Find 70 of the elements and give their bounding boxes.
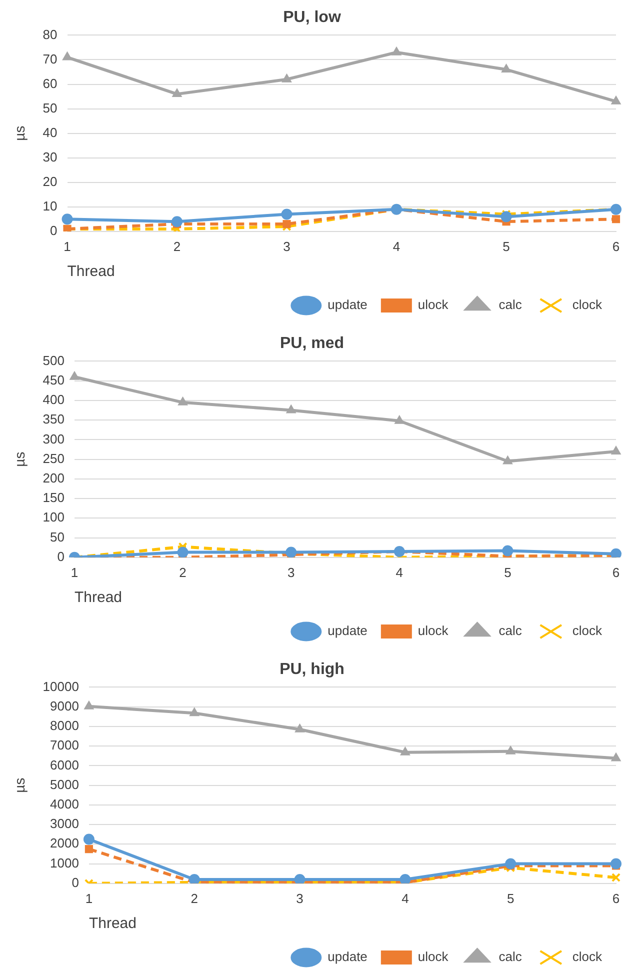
y-tick-label: 250 [42, 450, 64, 466]
y-axis-title: µs [11, 778, 28, 793]
y-tick-label: 450 [42, 372, 64, 388]
y-tick-label: 60 [42, 76, 58, 91]
y-tick-label: 40 [42, 124, 58, 140]
legend-label: clock [572, 623, 602, 638]
x-tick-label: 3 [283, 238, 290, 254]
y-tick-label: 400 [42, 392, 64, 408]
y-tick-label: 300 [42, 431, 64, 446]
x-tick-label: 1 [70, 564, 78, 580]
y-tick-label: 0 [72, 874, 79, 890]
x-tick-label: 5 [504, 564, 512, 580]
y-tick-label: 1000 [50, 855, 79, 870]
y-tick-label: 70 [42, 51, 58, 66]
x-tick-label: 2 [190, 890, 198, 906]
y-tick-label: 8000 [50, 718, 79, 734]
x-tick-label: 3 [287, 564, 295, 580]
legend-label: update [328, 949, 368, 964]
y-tick-label: 200 [42, 470, 64, 486]
x-tick-label: 2 [173, 238, 181, 254]
x-tick-label: 6 [612, 564, 620, 580]
x-tick-label: 6 [612, 238, 620, 254]
x-axis-title: Thread [88, 915, 136, 932]
y-tick-label: 6000 [50, 757, 79, 772]
y-tick-label: 2000 [50, 836, 79, 851]
x-tick-label: 1 [64, 238, 71, 254]
y-axis-title: µs [11, 452, 28, 467]
y-tick-label: 50 [42, 100, 58, 116]
y-axis-title: µs [11, 126, 28, 141]
legend-label: ulock [418, 623, 449, 638]
y-tick-label: 0 [57, 548, 64, 564]
x-tick-label: 2 [179, 564, 186, 580]
y-tick-label: 10000 [42, 678, 79, 694]
y-tick-label: 150 [42, 490, 64, 506]
legend-label: update [328, 623, 368, 638]
legend-label: update [328, 297, 368, 312]
y-tick-label: 80 [42, 26, 58, 42]
legend-label: calc [498, 623, 522, 638]
x-axis-title: Thread [74, 589, 122, 606]
chart-title: PU, low [283, 9, 342, 26]
legend-label: clock [572, 949, 602, 964]
y-tick-label: 20 [42, 174, 58, 189]
y-tick-label: 7000 [50, 738, 79, 753]
y-tick-label: 4000 [50, 796, 79, 812]
x-tick-label: 6 [612, 890, 620, 906]
y-tick-label: 350 [42, 412, 64, 427]
chart-title: PU, high [280, 661, 344, 678]
chart-title: PU, med [280, 335, 344, 352]
y-tick-label: 9000 [50, 698, 79, 714]
x-tick-label: 4 [396, 564, 404, 580]
legend-label: calc [498, 297, 522, 312]
x-tick-label: 1 [85, 890, 93, 906]
legend-label: clock [572, 297, 602, 312]
y-tick-label: 100 [42, 510, 64, 525]
x-tick-label: 3 [296, 890, 304, 906]
y-tick-label: 5000 [50, 776, 79, 792]
legend-label: ulock [418, 949, 449, 964]
x-tick-label: 4 [392, 238, 400, 254]
x-tick-label: 5 [506, 890, 514, 906]
legend-label: ulock [418, 297, 449, 312]
y-tick-label: 3000 [50, 816, 79, 832]
y-tick-label: 500 [42, 352, 64, 368]
y-tick-label: 30 [42, 149, 58, 164]
x-axis-title: Thread [67, 263, 115, 280]
x-tick-label: 4 [402, 890, 409, 906]
y-tick-label: 50 [50, 529, 64, 544]
y-tick-label: 10 [42, 198, 58, 214]
legend-label: calc [498, 949, 522, 964]
y-tick-label: 0 [50, 222, 58, 238]
x-tick-label: 5 [502, 238, 510, 254]
